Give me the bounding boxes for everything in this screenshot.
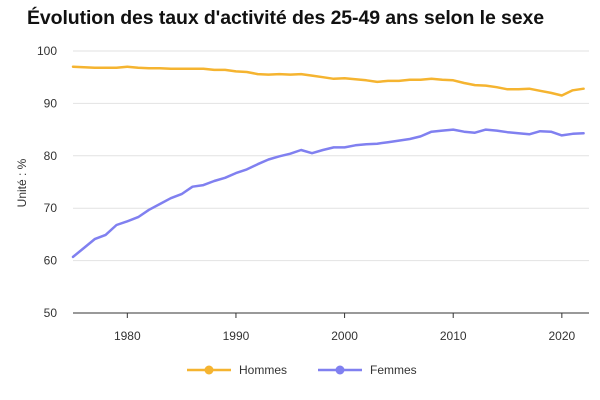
x-tick-label: 1980 xyxy=(114,329,141,343)
x-tick-label: 2010 xyxy=(440,329,467,343)
y-tick-label: 80 xyxy=(44,149,58,163)
x-axis: 1980 1990 2000 2010 2020 xyxy=(73,312,589,343)
y-tick-label: 90 xyxy=(44,96,58,110)
gridlines xyxy=(73,50,589,262)
legend-item-femmes[interactable]: Femmes xyxy=(318,363,417,377)
x-tick-label: 2020 xyxy=(548,329,575,343)
y-tick-label: 60 xyxy=(44,254,58,268)
series-line-hommes xyxy=(71,65,585,97)
y-tick-label: 100 xyxy=(37,44,57,58)
legend-marker xyxy=(335,365,345,375)
legend-label: Hommes xyxy=(239,363,287,377)
legend-marker xyxy=(204,365,214,375)
legend-item-hommes[interactable]: Hommes xyxy=(187,363,287,377)
y-axis-title: Unité : % xyxy=(15,158,29,207)
y-axis: 50 60 70 80 90 100 xyxy=(37,44,57,320)
series-line-femmes xyxy=(71,128,585,259)
y-tick-label: 70 xyxy=(44,201,58,215)
x-tick-label: 1990 xyxy=(223,329,250,343)
legend[interactable]: Hommes Femmes xyxy=(187,363,417,377)
x-tick-label: 2000 xyxy=(331,329,358,343)
chart-title: Évolution des taux d'activité des 25-49 … xyxy=(27,7,544,29)
y-tick-label: 50 xyxy=(44,306,58,320)
legend-label: Femmes xyxy=(370,363,417,377)
series-lines xyxy=(71,65,585,259)
